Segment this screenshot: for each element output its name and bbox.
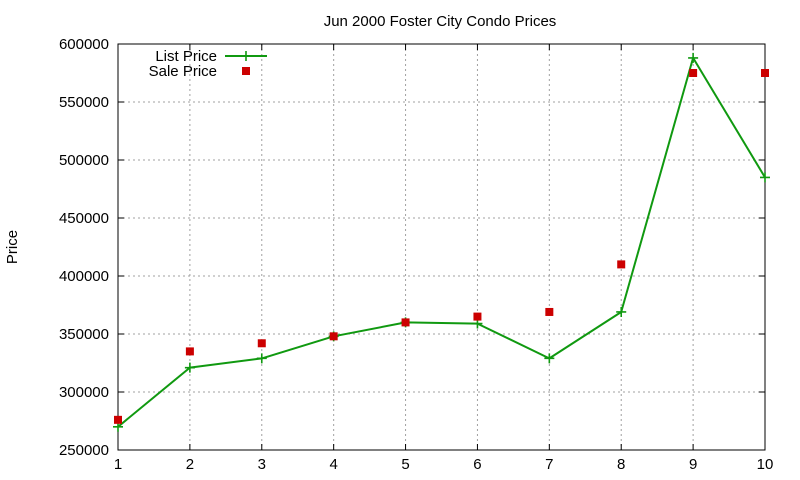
y-axis-label: Price (4, 230, 21, 264)
sale-price-point (185, 347, 194, 356)
sale-price-point (689, 69, 698, 77)
list-price-point (760, 172, 770, 183)
legend-label-list-price: List Price (155, 48, 217, 65)
chart-title: Jun 2000 Foster City Condo Prices (324, 13, 557, 30)
x-tick-label: 6 (473, 456, 481, 473)
sale-price-point (257, 339, 266, 348)
list-price-line (117, 56, 766, 428)
sale-price-point (761, 69, 769, 77)
sale-price-point (401, 318, 410, 327)
legend-marker-list-price (241, 51, 251, 61)
legend-label-sale-price: Sale Price (149, 63, 217, 80)
y-tick-label: 450000 (59, 210, 109, 227)
list-price-point (256, 353, 267, 364)
y-tick-label: 250000 (59, 442, 109, 459)
legend: List Price Sale Price (149, 48, 267, 80)
x-tick-label: 7 (545, 456, 553, 473)
x-tick-label: 4 (329, 456, 337, 473)
y-tick-label: 600000 (59, 36, 109, 53)
x-tick-label: 3 (258, 456, 266, 473)
list-price-point (688, 52, 699, 63)
list-price-point (544, 353, 555, 364)
sale-price-point (114, 415, 122, 424)
x-tick-label: 10 (757, 456, 774, 473)
x-tick-label: 1 (114, 456, 122, 473)
x-tick-labels: 1 2 3 4 5 6 7 8 9 10 (114, 456, 774, 473)
legend-marker-sale-price (242, 67, 250, 75)
sale-price-point (617, 260, 626, 269)
sale-price-point (473, 312, 482, 321)
y-tick-label: 400000 (59, 268, 109, 285)
x-tick-label: 8 (617, 456, 625, 473)
y-tick-labels: 250000 300000 350000 400000 450000 500000 5500… (59, 36, 109, 459)
y-tick-label: 300000 (59, 384, 109, 401)
list-price-point (184, 362, 195, 373)
y-tick-label: 350000 (59, 326, 109, 343)
y-tick-label: 550000 (59, 94, 109, 111)
plot-border (117, 43, 766, 451)
x-tick-label: 9 (689, 456, 697, 473)
x-tick-label: 2 (186, 456, 194, 473)
grid (118, 44, 765, 450)
sale-price-point (545, 307, 554, 316)
plot-frame (117, 43, 766, 451)
list-price-point (616, 306, 627, 317)
series (113, 52, 770, 432)
y-tick-label: 500000 (59, 152, 109, 169)
x-tick-label: 5 (401, 456, 409, 473)
ticks (117, 43, 766, 451)
sale-price-point (329, 332, 338, 341)
